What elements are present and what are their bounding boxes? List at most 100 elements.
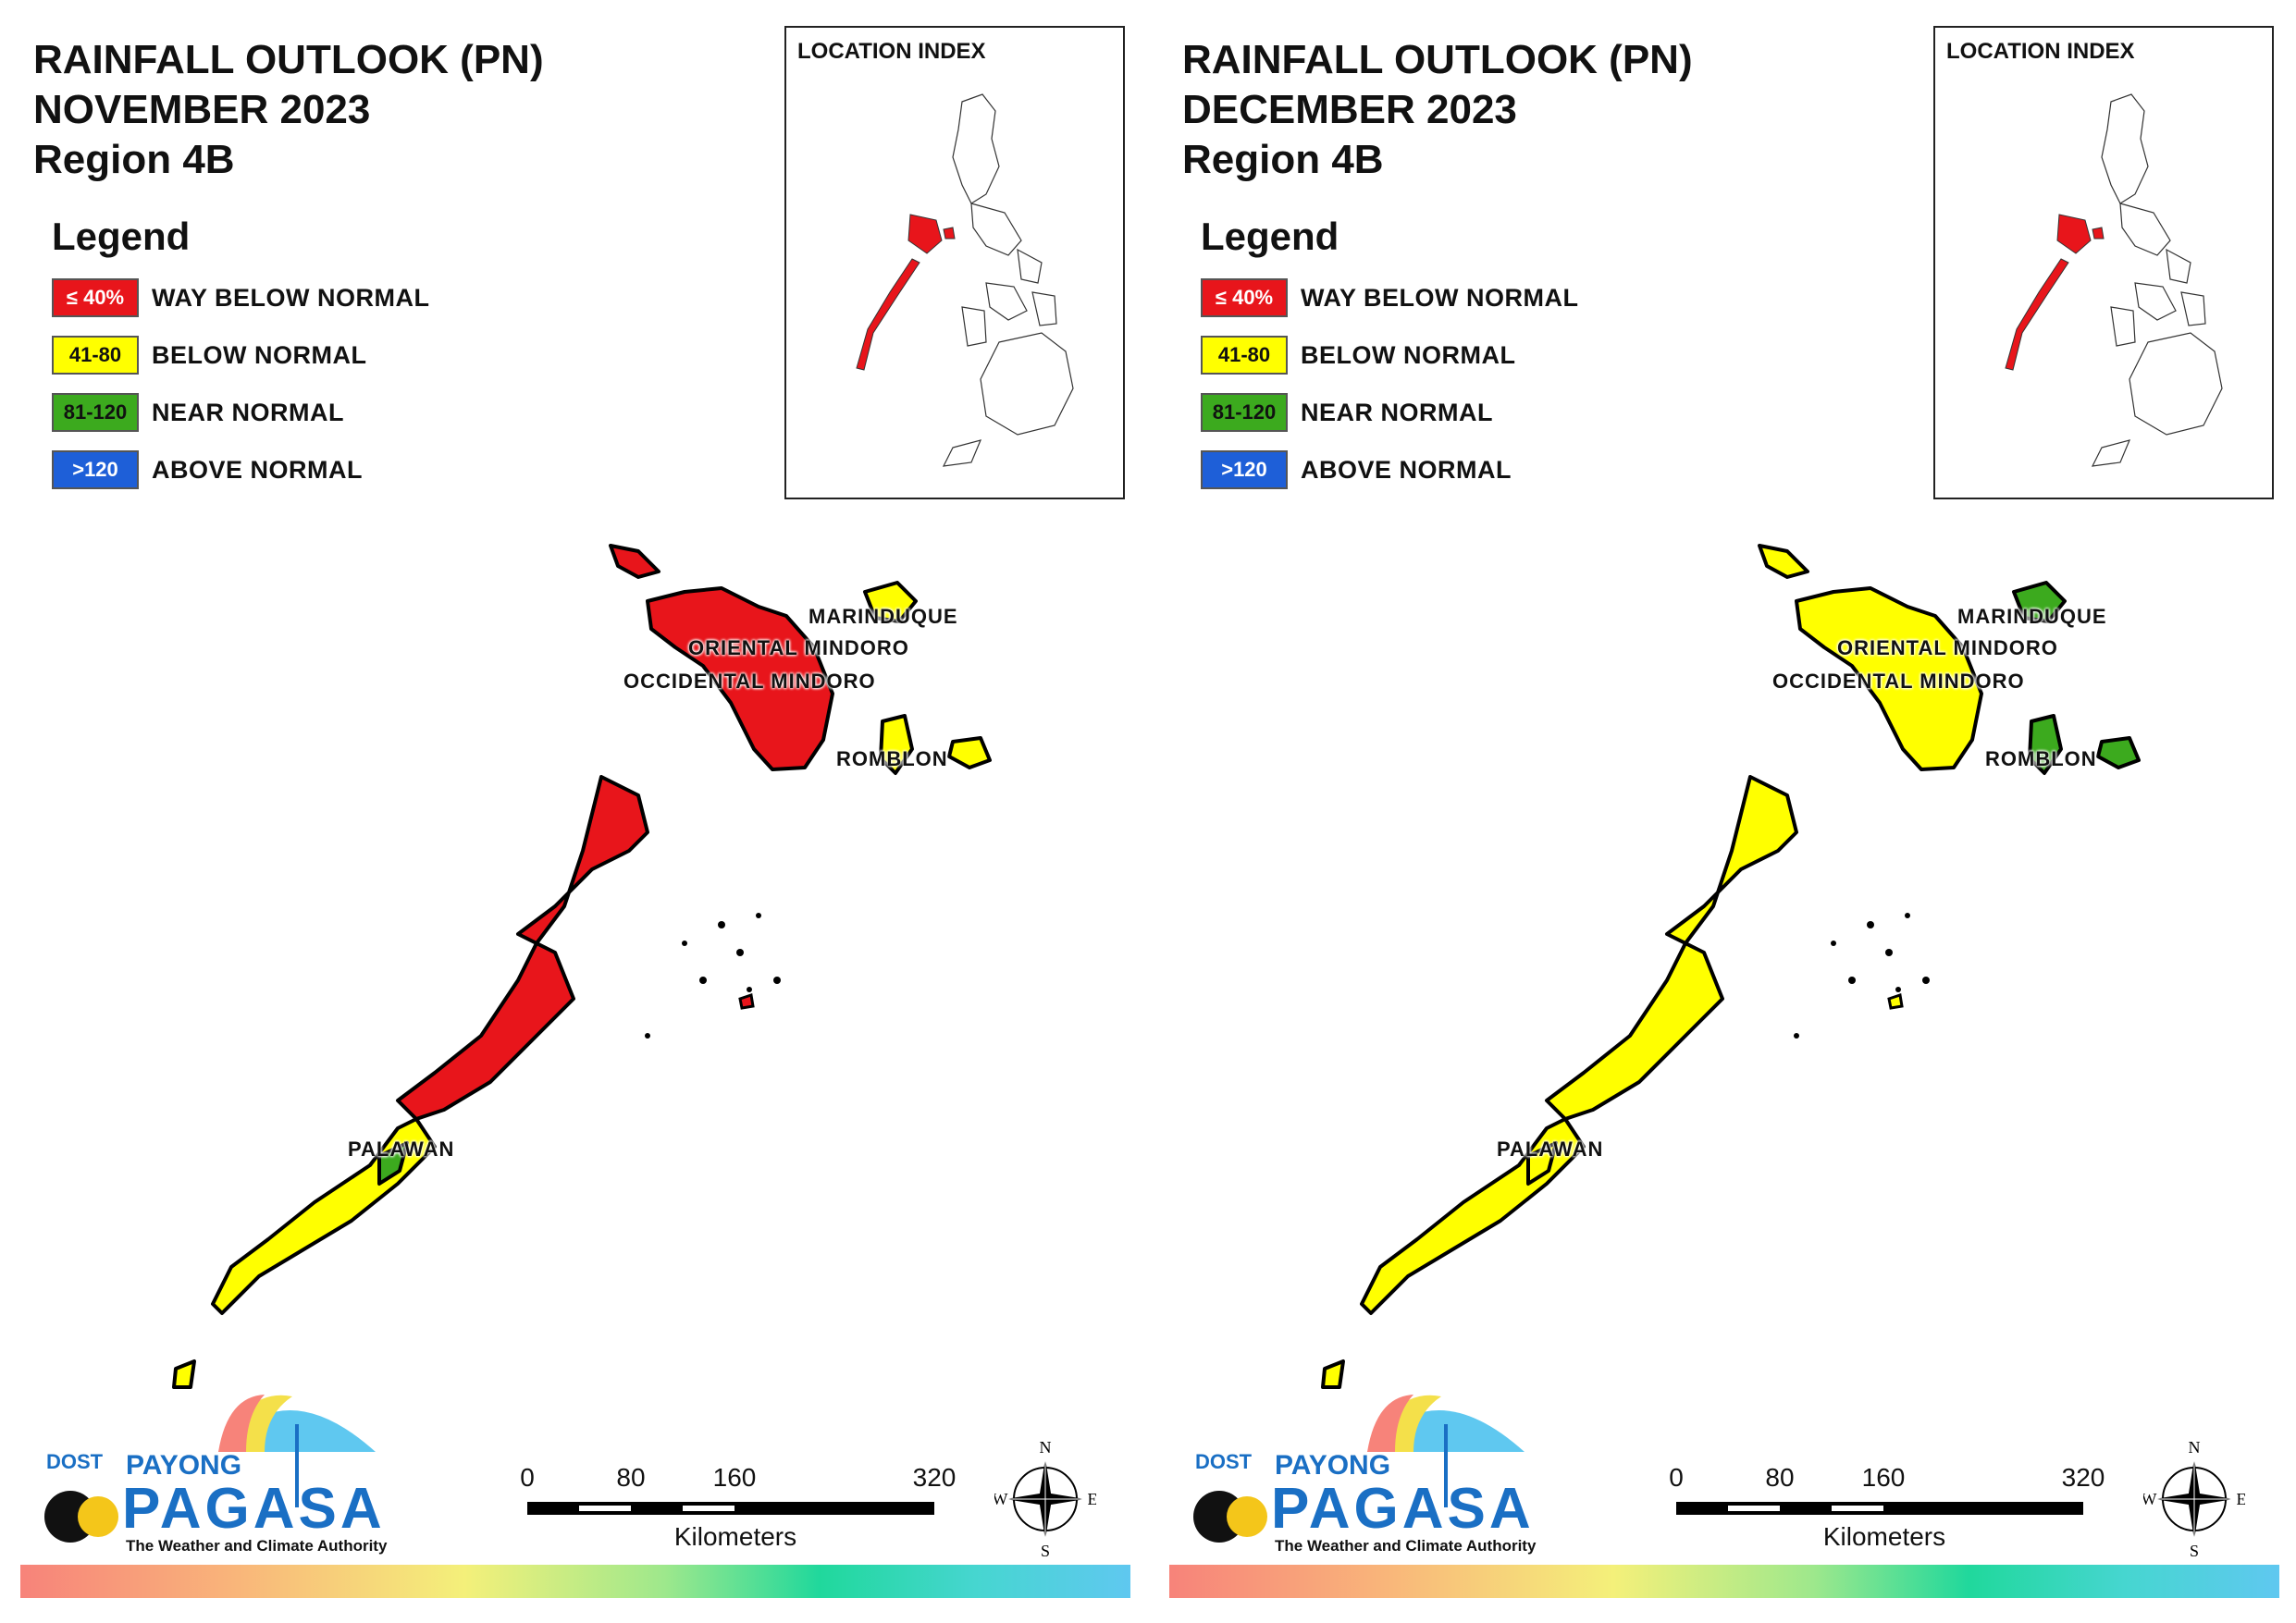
marinduque-shape [863,581,918,623]
romblon-shape [2028,714,2063,775]
province-label-marinduque: MARINDUQUE [809,605,958,628]
philippines-index-map [2005,93,2223,467]
mindoro-shape [1795,586,1983,771]
legend-label: WAY BELOW NORMAL [152,283,430,312]
legend-item-above: >120 ABOVE NORMAL [1201,449,1579,490]
title-line-1: RAINFALL OUTLOOK (PN) [33,37,544,82]
legend-swatch: ≤ 40% [52,278,139,317]
title-line-2: DECEMBER 2023 [1182,87,1517,132]
title-line-2: NOVEMBER 2023 [33,87,371,132]
legend-swatch: 81-120 [52,393,139,432]
compass-s: S [2190,1542,2199,1558]
region-4b-map [172,544,992,1389]
legend-label: BELOW NORMAL [1301,340,1516,369]
logo-dost: DOST [46,1450,104,1473]
legend-swatch: >120 [1201,450,1288,489]
mindoro-shape [646,586,834,771]
logo-tagline: The Weather and Climate Authority [1275,1537,1537,1555]
legend-label: NEAR NORMAL [1301,398,1493,426]
compass-w: W [994,1490,1008,1508]
province-label-marinduque: MARINDUQUE [1957,605,2107,628]
scale-tick: 320 [912,1463,957,1492]
compass-e: E [2237,1490,2246,1508]
compass-w: W [2143,1490,2157,1508]
legend-swatch: 41-80 [52,336,139,375]
province-label-oriental-mindoro: ORIENTAL MINDORO [688,636,909,659]
province-label-oriental-mindoro: ORIENTAL MINDORO [1837,636,2058,659]
scale-tick: 80 [1765,1463,1795,1492]
scale-bar: 0 80 160 320 Kilometers [520,1463,956,1565]
compass-n: N [2189,1438,2201,1457]
scale-bar-graphic [1676,1502,2083,1515]
cuyo-islet [1887,993,1904,1010]
romblon-shape [879,714,914,775]
legend: Legend ≤ 40% WAY BELOW NORMAL 41-80 BELO… [1201,215,1579,507]
legend-item-way-below: ≤ 40% WAY BELOW NORMAL [1201,277,1579,318]
palawan-north [1545,775,1798,1121]
map-panel-december: RAINFALL OUTLOOK (PN) DECEMBER 2023 Regi… [1149,0,2296,1623]
legend-item-near: 81-120 NEAR NORMAL [1201,392,1579,433]
logo-payong: PAYONG [1275,1450,1391,1481]
scale-bar-graphic [527,1502,934,1515]
umbrella-icon [1193,1395,1524,1543]
mindoro-north-isle [1758,544,1809,579]
south-islet [1321,1359,1345,1389]
logo-dost: DOST [1195,1450,1253,1473]
legend-item-way-below: ≤ 40% WAY BELOW NORMAL [52,277,430,318]
color-gradient-bar [20,1565,1130,1598]
location-index: LOCATION INDEX [1933,26,2274,499]
scale-tick: 0 [520,1463,535,1492]
location-index-title: LOCATION INDEX [1946,39,2135,64]
compass-s: S [1041,1542,1050,1558]
province-label-occidental-mindoro: OCCIDENTAL MINDORO [623,670,876,693]
umbrella-icon [44,1395,376,1543]
scale-tick: 160 [1861,1463,1906,1492]
map-panel-november: RAINFALL OUTLOOK (PN) NOVEMBER 2023 Regi… [0,0,1147,1623]
color-gradient-bar [1169,1565,2279,1598]
palawan-north [396,775,649,1121]
legend-swatch: ≤ 40% [1201,278,1288,317]
legend-swatch: 81-120 [1201,393,1288,432]
logo-pagasa: PAGASA [122,1477,386,1541]
legend-label: ABOVE NORMAL [1301,455,1512,484]
location-index-title: LOCATION INDEX [797,39,986,64]
philippines-index-map [856,93,1074,467]
scale-tick: 0 [1669,1463,1684,1492]
title-line-3: Region 4B [1182,137,1384,182]
logo-pagasa: PAGASA [1271,1477,1535,1541]
region-4b-map [1321,544,2141,1389]
legend-label: NEAR NORMAL [152,398,344,426]
scale-tick: 80 [616,1463,646,1492]
title-line-3: Region 4B [33,137,235,182]
palawan-patch [377,1141,409,1186]
scale-tick: 320 [2061,1463,2105,1492]
province-label-romblon: ROMBLON [836,747,948,770]
map-title: RAINFALL OUTLOOK (PN) NOVEMBER 2023 Regi… [33,35,544,185]
palawan-patch [1526,1141,1558,1186]
province-label-palawan: PALAWAN [1497,1137,1604,1161]
scale-tick: 160 [712,1463,757,1492]
romblon-east [947,736,992,769]
scale-unit: Kilometers [1822,1522,1946,1551]
legend-label: BELOW NORMAL [152,340,367,369]
legend-swatch: 41-80 [1201,336,1288,375]
romblon-east [2096,736,2141,769]
logo-tagline: The Weather and Climate Authority [126,1537,388,1555]
legend: Legend ≤ 40% WAY BELOW NORMAL 41-80 BELO… [52,215,430,507]
compass-e: E [1088,1490,1097,1508]
legend-title: Legend [52,215,191,258]
scale-bar: 0 80 160 320 Kilometers [1669,1463,2105,1565]
title-line-1: RAINFALL OUTLOOK (PN) [1182,37,1693,82]
map-title: RAINFALL OUTLOOK (PN) DECEMBER 2023 Regi… [1182,35,1693,185]
logo-payong: PAYONG [126,1450,242,1481]
compass-n: N [1040,1438,1052,1457]
payong-pagasa-logo: DOST PAYONG PAGASA The Weather and Clima… [1182,1387,1552,1572]
legend-item-above: >120 ABOVE NORMAL [52,449,430,490]
legend-item-below: 41-80 BELOW NORMAL [1201,335,1579,375]
south-islet [172,1359,196,1389]
scale-unit: Kilometers [673,1522,797,1551]
legend-title: Legend [1201,215,1339,258]
compass-rose-icon: N S E W [994,1438,1096,1558]
legend-item-near: 81-120 NEAR NORMAL [52,392,430,433]
legend-label: ABOVE NORMAL [152,455,363,484]
